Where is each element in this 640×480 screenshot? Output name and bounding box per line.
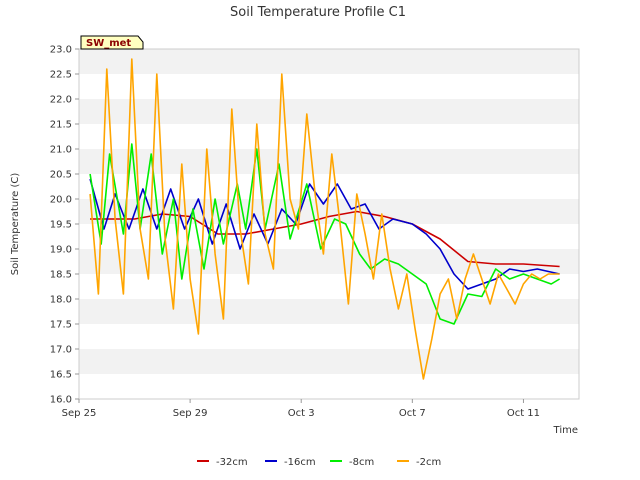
grid-bands <box>79 49 579 374</box>
y-axis-label: Soil Temperature (C) <box>10 173 21 276</box>
y-tick-label: 20.5 <box>50 170 72 181</box>
y-tick-label: 22.5 <box>50 70 72 81</box>
x-axis-label: Time <box>553 425 578 436</box>
y-tick-label: 19.5 <box>50 220 72 231</box>
y-tick-label: 16.5 <box>50 370 72 381</box>
grid-band <box>79 349 579 374</box>
chart-title: Soil Temperature Profile C1 <box>230 5 406 20</box>
y-tick-label: 20.0 <box>50 195 72 206</box>
grid-band <box>79 249 579 274</box>
x-tick-label: Sep 29 <box>173 408 208 419</box>
legend-label: -16cm <box>284 457 316 468</box>
grid-band <box>79 299 579 324</box>
sw-met-badge: SW_met <box>80 35 144 50</box>
legend-item: -8cm <box>330 457 374 468</box>
y-tick-label: 19.0 <box>50 245 72 256</box>
legend-item: -2cm <box>397 457 441 468</box>
series-lines <box>89 58 561 380</box>
y-axis: 16.0 16.5 17.0 17.5 18.0 18.5 19.0 19.5 20.0 20.5… <box>50 45 79 406</box>
legend: -32cm -16cm -8cm -2cm <box>197 457 441 468</box>
y-tick-label: 17.5 <box>50 320 72 331</box>
x-tick-label: Sep 25 <box>62 408 97 419</box>
y-tick-label: 16.0 <box>50 395 72 406</box>
y-tick-label: 18.5 <box>50 270 72 281</box>
legend-item: -32cm <box>197 457 248 468</box>
y-tick-label: 18.0 <box>50 295 72 306</box>
y-tick-label: 22.0 <box>50 95 72 106</box>
series-line-m2cm <box>89 58 560 380</box>
legend-label: -2cm <box>416 457 441 468</box>
series-line-m8cm <box>89 143 561 325</box>
grid-band <box>79 49 579 74</box>
legend-label: -8cm <box>349 457 374 468</box>
x-axis: Sep 25 Sep 29 Oct 3 Oct 7 Oct 11 <box>62 399 540 419</box>
x-tick-label: Oct 7 <box>399 408 426 419</box>
x-tick-label: Oct 3 <box>288 408 315 419</box>
badge-label: SW_met <box>86 38 131 49</box>
legend-label: -32cm <box>216 457 248 468</box>
x-tick-label: Oct 11 <box>507 408 540 419</box>
grid-band <box>79 99 579 124</box>
y-tick-label: 23.0 <box>50 45 72 56</box>
y-tick-label: 17.0 <box>50 345 72 356</box>
legend-item: -16cm <box>265 457 316 468</box>
y-tick-label: 21.0 <box>50 145 72 156</box>
y-tick-label: 21.5 <box>50 120 72 131</box>
